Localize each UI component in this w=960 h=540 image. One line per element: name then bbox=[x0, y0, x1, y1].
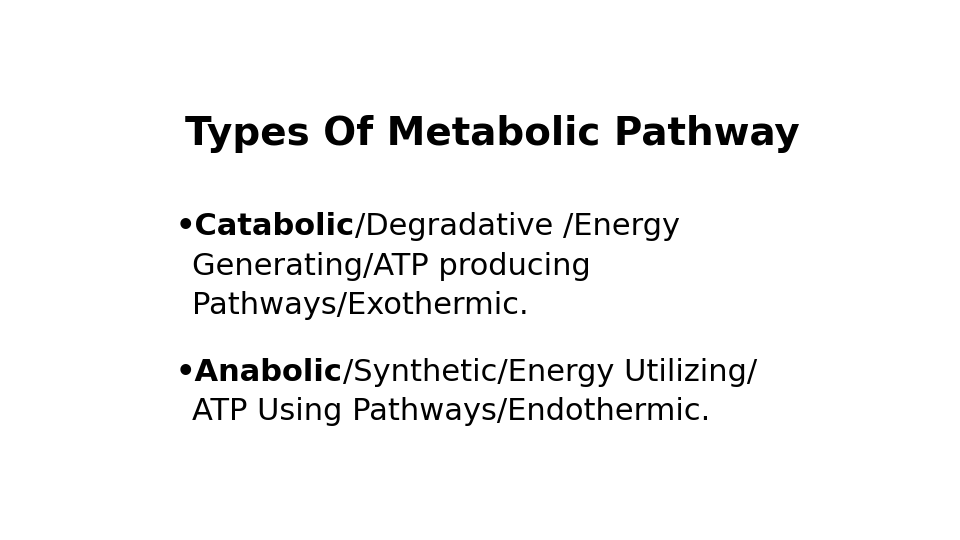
Text: •Catabolic: •Catabolic bbox=[176, 212, 355, 241]
Text: /Degradative /Energy: /Degradative /Energy bbox=[355, 212, 680, 241]
Text: Generating/ATP producing: Generating/ATP producing bbox=[192, 252, 591, 281]
Text: /Synthetic/Energy Utilizing/: /Synthetic/Energy Utilizing/ bbox=[343, 358, 756, 387]
Text: ATP Using Pathways/Endothermic.: ATP Using Pathways/Endothermic. bbox=[192, 397, 710, 427]
Text: Pathways/Exothermic.: Pathways/Exothermic. bbox=[192, 292, 529, 320]
Text: •Anabolic: •Anabolic bbox=[176, 358, 343, 387]
Text: Types Of Metabolic Pathway: Types Of Metabolic Pathway bbox=[184, 114, 800, 153]
